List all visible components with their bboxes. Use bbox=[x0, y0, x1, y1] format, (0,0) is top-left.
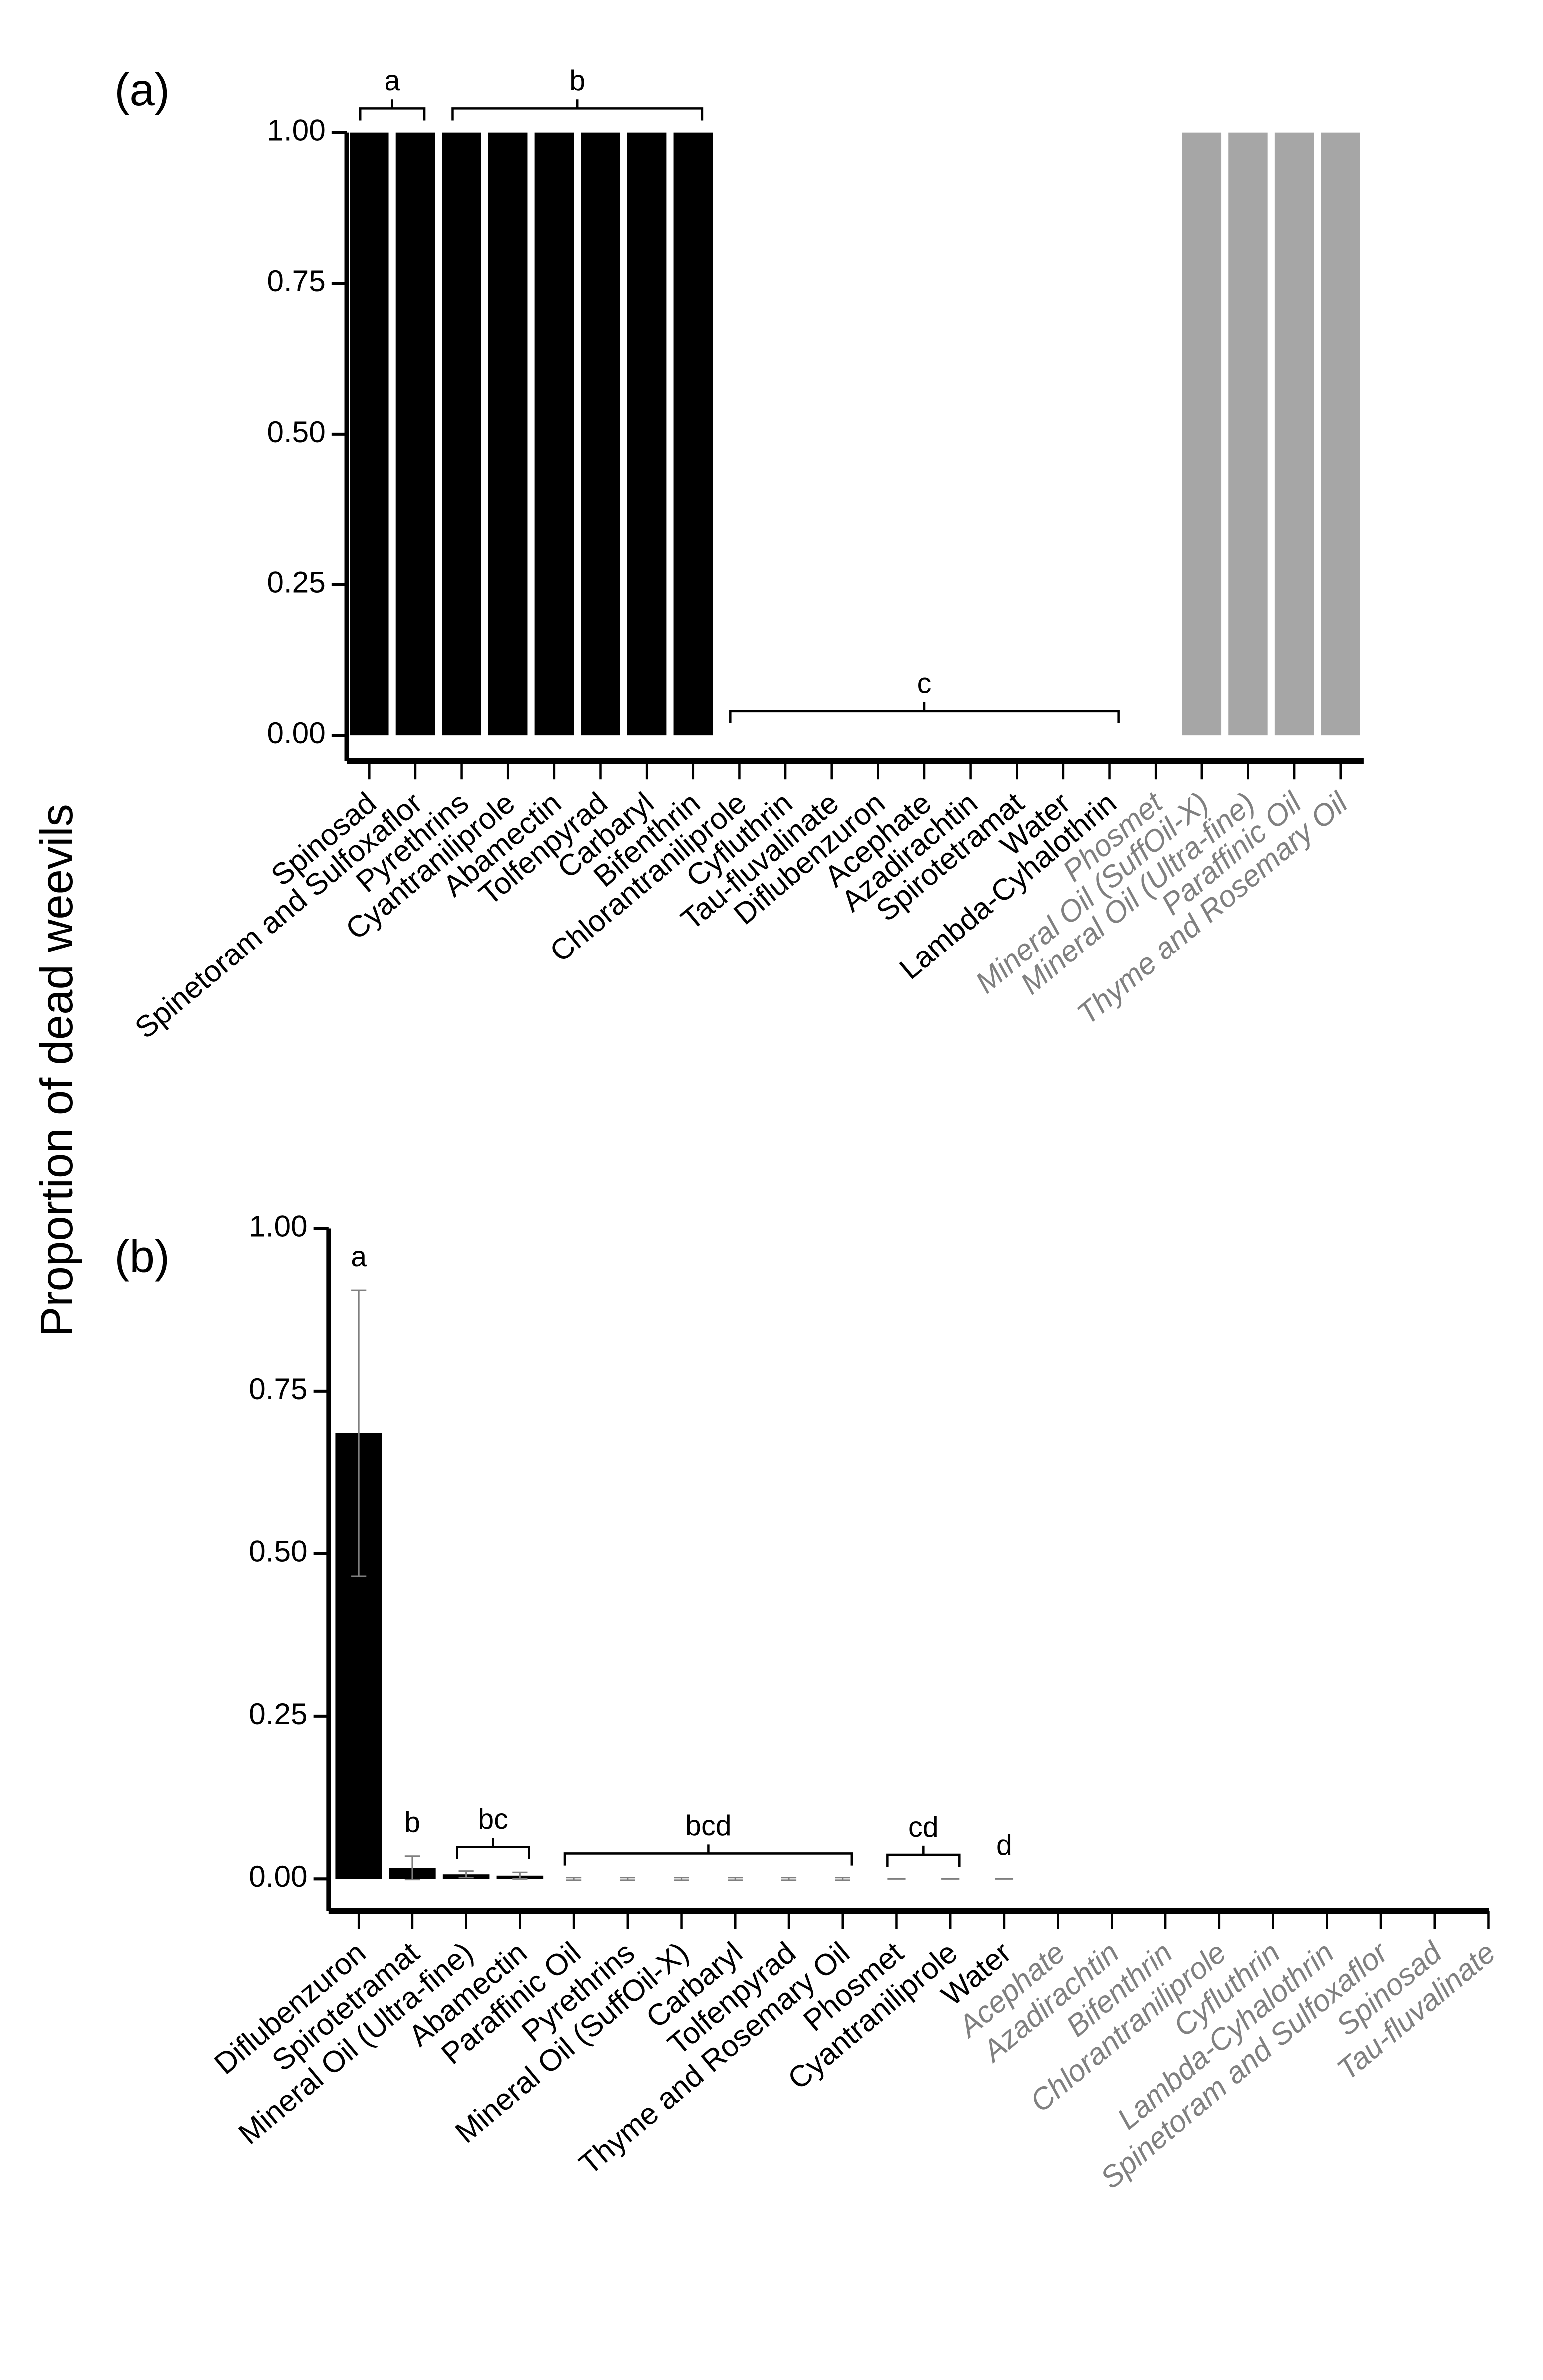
bar bbox=[581, 132, 620, 736]
group-letter: b bbox=[569, 65, 585, 97]
group-bracket bbox=[451, 99, 704, 121]
group-letter: b bbox=[404, 1806, 420, 1838]
error-bar bbox=[620, 1877, 635, 1881]
bar bbox=[442, 132, 481, 736]
error-bar bbox=[566, 1877, 582, 1881]
y-tick-label: 0.50 bbox=[267, 415, 325, 449]
bar bbox=[1321, 132, 1360, 736]
error-bar bbox=[781, 1877, 797, 1881]
y-tick-label: 0.75 bbox=[267, 264, 325, 298]
error-bar bbox=[458, 1870, 474, 1879]
panel-label: (a) bbox=[114, 65, 170, 115]
y-tick-label: 0.00 bbox=[267, 716, 325, 750]
bar bbox=[1182, 132, 1222, 736]
y-tick-label: 1.00 bbox=[267, 113, 325, 147]
group-letter: bc bbox=[478, 1803, 508, 1835]
group-bracket bbox=[563, 1844, 853, 1866]
group-letter: c bbox=[917, 668, 932, 700]
y-tick-label: 0.75 bbox=[249, 1372, 307, 1406]
group-bracket bbox=[729, 702, 1120, 723]
group-letter: a bbox=[351, 1241, 367, 1273]
y-axis-label: Proportion of dead weevils bbox=[32, 804, 82, 1337]
group-letter: cd bbox=[908, 1811, 939, 1843]
bar bbox=[1274, 132, 1314, 736]
bar bbox=[627, 132, 667, 736]
bar bbox=[534, 132, 574, 736]
bar bbox=[1228, 132, 1268, 736]
y-tick-label: 0.00 bbox=[249, 1859, 307, 1893]
bar bbox=[350, 132, 389, 736]
error-bar bbox=[835, 1877, 850, 1881]
error-bar bbox=[728, 1877, 743, 1881]
bar bbox=[395, 132, 435, 736]
error-bar bbox=[512, 1871, 528, 1880]
group-bracket bbox=[359, 99, 426, 121]
group-letter: a bbox=[385, 65, 400, 97]
bar bbox=[488, 132, 528, 736]
y-tick-label: 1.00 bbox=[249, 1209, 307, 1243]
y-tick-label: 0.50 bbox=[249, 1534, 307, 1568]
bar bbox=[673, 132, 713, 736]
error-bar bbox=[674, 1877, 689, 1881]
y-tick-label: 0.25 bbox=[267, 565, 325, 599]
y-tick-label: 0.25 bbox=[249, 1697, 307, 1731]
group-bracket bbox=[456, 1838, 530, 1859]
group-letter: bcd bbox=[685, 1810, 731, 1842]
error-bar bbox=[351, 1289, 367, 1577]
group-letter: d bbox=[996, 1829, 1012, 1861]
group-bracket bbox=[886, 1845, 961, 1867]
error-bar bbox=[404, 1855, 420, 1881]
panel-label: (b) bbox=[114, 1232, 170, 1282]
